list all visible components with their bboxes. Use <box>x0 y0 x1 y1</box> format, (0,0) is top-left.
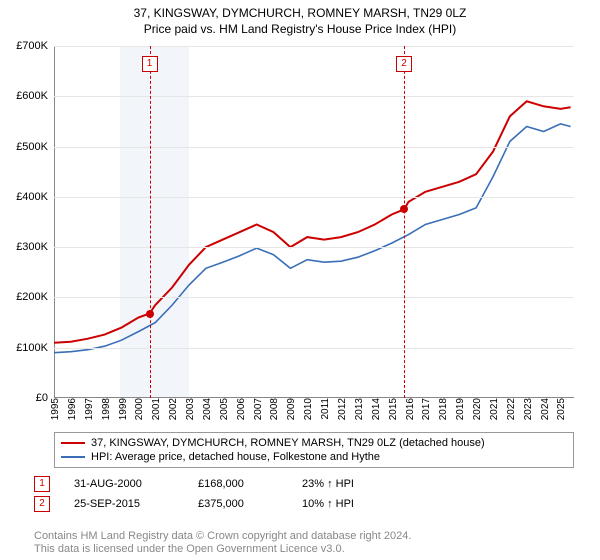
sales-row-date: 31-AUG-2000 <box>74 478 174 490</box>
x-tick-label: 1998 <box>101 398 112 420</box>
y-tick-label: £400K <box>16 191 48 203</box>
x-tick-label: 2017 <box>421 398 432 420</box>
legend-swatch <box>61 442 85 444</box>
y-tick-label: £500K <box>16 141 48 153</box>
x-tick-label: 2016 <box>405 398 416 420</box>
legend-swatch <box>61 456 85 458</box>
title-subtitle: Price paid vs. HM Land Registry's House … <box>0 22 600 36</box>
y-gridline <box>54 96 574 97</box>
y-gridline <box>54 348 574 349</box>
sales-row-marker: 2 <box>34 496 50 512</box>
x-tick-label: 1995 <box>50 398 61 420</box>
legend-label: 37, KINGSWAY, DYMCHURCH, ROMNEY MARSH, T… <box>91 436 485 450</box>
y-tick-label: £0 <box>36 392 48 404</box>
x-tick-label: 1996 <box>67 398 78 420</box>
x-tick-label: 2021 <box>489 398 500 420</box>
x-tick-label: 2014 <box>371 398 382 420</box>
footer-line-1: Contains HM Land Registry data © Crown c… <box>34 530 411 543</box>
sales-row-date: 25-SEP-2015 <box>74 498 174 510</box>
x-tick-label: 2003 <box>185 398 196 420</box>
footer-attribution: Contains HM Land Registry data © Crown c… <box>34 530 411 556</box>
sale-point-dot <box>400 205 408 213</box>
x-tick-label: 2008 <box>269 398 280 420</box>
y-gridline <box>54 247 574 248</box>
legend-box: 37, KINGSWAY, DYMCHURCH, ROMNEY MARSH, T… <box>54 432 574 468</box>
sales-table: 1 31-AUG-2000 £168,000 23% ↑ HPI 2 25-SEP-201… <box>34 474 382 514</box>
x-tick-label: 1997 <box>84 398 95 420</box>
sales-row-marker: 1 <box>34 476 50 492</box>
title-block: 37, KINGSWAY, DYMCHURCH, ROMNEY MARSH, T… <box>0 0 600 36</box>
legend-label: HPI: Average price, detached house, Folk… <box>91 450 380 464</box>
x-tick-label: 2019 <box>455 398 466 420</box>
x-tick-label: 2006 <box>236 398 247 420</box>
chart-lines-svg <box>54 46 574 398</box>
sale-event-line <box>404 46 405 398</box>
x-tick-label: 2012 <box>337 398 348 420</box>
sales-row: 2 25-SEP-2015 £375,000 10% ↑ HPI <box>34 494 382 514</box>
sale-event-line <box>150 46 151 398</box>
x-tick-label: 2011 <box>320 398 331 420</box>
chart-plot-area: £0£100K£200K£300K£400K£500K£600K£700K199… <box>54 46 574 398</box>
x-tick-label: 2007 <box>253 398 264 420</box>
x-tick-label: 2009 <box>286 398 297 420</box>
legend-row: HPI: Average price, detached house, Folk… <box>61 450 567 464</box>
x-tick-label: 2020 <box>472 398 483 420</box>
x-tick-label: 2013 <box>354 398 365 420</box>
sales-row-diff: 10% ↑ HPI <box>302 498 382 510</box>
x-tick-label: 2018 <box>438 398 449 420</box>
sale-marker-box: 2 <box>396 56 412 72</box>
sales-row-price: £168,000 <box>198 478 278 490</box>
y-tick-label: £300K <box>16 241 48 253</box>
legend-row: 37, KINGSWAY, DYMCHURCH, ROMNEY MARSH, T… <box>61 436 567 450</box>
y-tick-label: £200K <box>16 291 48 303</box>
title-address: 37, KINGSWAY, DYMCHURCH, ROMNEY MARSH, T… <box>0 6 600 20</box>
x-tick-label: 2000 <box>134 398 145 420</box>
y-tick-label: £700K <box>16 40 48 52</box>
x-tick-label: 2002 <box>168 398 179 420</box>
x-tick-label: 2015 <box>388 398 399 420</box>
sale-point-dot <box>146 310 154 318</box>
sales-row-diff: 23% ↑ HPI <box>302 478 382 490</box>
x-tick-label: 1999 <box>118 398 129 420</box>
chart-container: 37, KINGSWAY, DYMCHURCH, ROMNEY MARSH, T… <box>0 0 600 560</box>
y-gridline <box>54 46 574 47</box>
sales-row: 1 31-AUG-2000 £168,000 23% ↑ HPI <box>34 474 382 494</box>
x-tick-label: 2010 <box>303 398 314 420</box>
y-gridline <box>54 197 574 198</box>
x-tick-label: 2025 <box>556 398 567 420</box>
x-tick-label: 2024 <box>540 398 551 420</box>
y-tick-label: £100K <box>16 342 48 354</box>
y-gridline <box>54 147 574 148</box>
x-tick-label: 2022 <box>506 398 517 420</box>
y-gridline <box>54 297 574 298</box>
x-tick-label: 2004 <box>202 398 213 420</box>
series-line <box>54 101 571 342</box>
x-tick-label: 2005 <box>219 398 230 420</box>
x-tick-label: 2001 <box>151 398 162 420</box>
sales-row-price: £375,000 <box>198 498 278 510</box>
sale-marker-box: 1 <box>142 56 158 72</box>
x-tick-label: 2023 <box>523 398 534 420</box>
y-tick-label: £600K <box>16 90 48 102</box>
footer-line-2: This data is licensed under the Open Gov… <box>34 543 411 556</box>
